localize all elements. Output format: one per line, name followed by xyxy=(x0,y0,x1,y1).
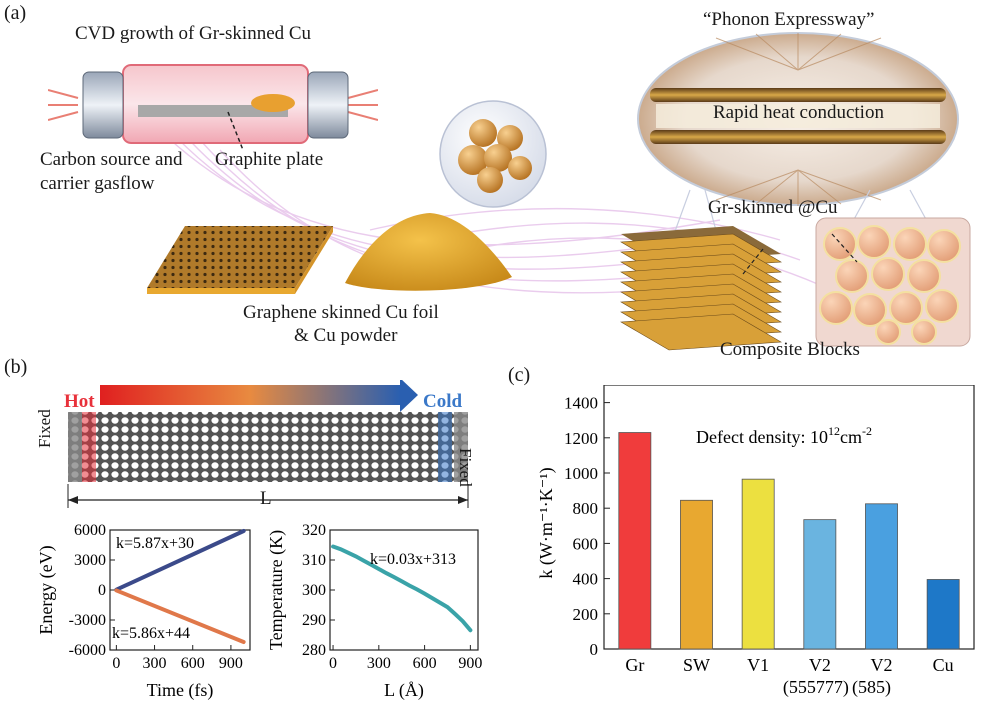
xtick-label: 0 xyxy=(112,655,120,672)
category-label: Cu xyxy=(933,655,954,675)
xtick-label: 0 xyxy=(329,655,337,672)
xtick-label: 600 xyxy=(181,655,205,672)
temp-ylabel: Temperature (K) xyxy=(266,530,287,650)
length-label: L xyxy=(260,488,272,509)
ytick-label: -6000 xyxy=(69,642,106,659)
temp-xlabel: L (Å) xyxy=(384,680,424,701)
bar-0 xyxy=(618,432,652,650)
energy-annotation-top: k=5.87x+30 xyxy=(116,535,194,552)
temperature-length-chart: 0 300 600 900 320 310 300 290 280 k=0.03x+313 L … xyxy=(266,522,482,701)
category-label: V2 xyxy=(809,655,831,675)
phonon-expressway-label: “Phonon Expressway” xyxy=(703,9,875,30)
bar-1 xyxy=(680,499,713,650)
cu-spheres-bubble xyxy=(439,100,547,208)
layered-composite-illustration xyxy=(620,226,782,351)
cvd-title: CVD growth of Gr-skinned Cu xyxy=(75,23,312,44)
porous-composite-illustration xyxy=(815,217,971,347)
bar-ylabel: k (W·m⁻¹·K⁻¹) xyxy=(536,467,557,578)
panel-b-letter: (b) xyxy=(4,356,28,378)
xtick-label: 300 xyxy=(143,655,167,672)
cu-powder-illustration xyxy=(345,213,512,291)
xtick-label: 900 xyxy=(219,655,243,672)
composite-blocks-label: Composite Blocks xyxy=(720,339,860,360)
category-sublabel: (555777) xyxy=(783,677,849,698)
fixed-left-label: Fixed xyxy=(35,409,54,448)
energy-time-chart: 0 300 600 900 6000 3000 0 -3000 -6000 k=5.87x+30… xyxy=(36,522,251,701)
xtick-label: 900 xyxy=(458,655,482,672)
ytick-label: 300 xyxy=(302,582,326,599)
phonon-expressway-illustration xyxy=(637,32,959,206)
foil-powder-line2: & Cu powder xyxy=(294,325,398,346)
cvd-tube-illustration xyxy=(48,64,378,151)
series-line-cold xyxy=(114,588,246,644)
ytick-label: 280 xyxy=(302,642,326,659)
graphene-ribbon-schematic xyxy=(67,380,469,508)
ytick-label: 320 xyxy=(302,522,326,539)
ytick-label: 6000 xyxy=(74,522,106,539)
energy-ylabel: Energy (eV) xyxy=(36,545,57,634)
carbon-source-line2: carrier gasflow xyxy=(40,173,155,194)
ytick-label: 1400 xyxy=(564,394,598,413)
ytick-label: 800 xyxy=(573,499,599,518)
gr-skinned-cu-label: Gr-skinned @Cu xyxy=(708,197,838,218)
ytick-label: 3000 xyxy=(74,552,106,569)
hot-label: Hot xyxy=(64,391,95,412)
energy-xlabel: Time (fs) xyxy=(147,680,214,701)
ytick-label: 1200 xyxy=(564,429,598,448)
ytick-label: 0 xyxy=(590,640,599,659)
carbon-source-line1: Carbon source and xyxy=(40,149,183,170)
bar-5 xyxy=(926,579,960,650)
ytick-label: 1000 xyxy=(564,464,598,483)
bar-4 xyxy=(865,503,898,650)
thermal-conductivity-bar-chart: 0 200 400 600 800 1000 1200 1400 Gr SW V1 V2 V2 Cu (55… xyxy=(536,385,975,698)
defect-density-annotation: Defect density: 1012cm-2 xyxy=(696,424,872,447)
ytick-label: 290 xyxy=(302,612,326,629)
xtick-label: 600 xyxy=(413,655,437,672)
ytick-label: 310 xyxy=(302,552,326,569)
category-sublabel: (585) xyxy=(852,677,891,698)
ytick-label: 0 xyxy=(98,582,106,599)
ytick-label: -3000 xyxy=(69,612,106,629)
rapid-heat-label: Rapid heat conduction xyxy=(713,102,884,123)
bar-plot-frame xyxy=(603,385,975,650)
ytick-label: 200 xyxy=(573,605,599,624)
bar-2 xyxy=(741,478,775,650)
category-label: V1 xyxy=(747,655,769,675)
category-label: V2 xyxy=(871,655,893,675)
fixed-right-label: Fixed xyxy=(456,448,475,487)
graphene-foil-illustration xyxy=(147,226,333,294)
panel-a-letter: (a) xyxy=(4,2,27,24)
series-line-hot xyxy=(114,529,246,592)
category-label: Gr xyxy=(625,655,644,675)
category-label: SW xyxy=(683,655,710,675)
bar-3 xyxy=(803,519,837,650)
series-line-profile xyxy=(331,544,473,633)
ytick-label: 600 xyxy=(573,534,599,553)
foil-powder-line1: Graphene skinned Cu foil xyxy=(243,302,439,323)
graphite-plate-label: Graphite plate xyxy=(215,149,324,170)
energy-annotation-bottom: k=5.86x+44 xyxy=(112,625,190,642)
temp-plot-frame xyxy=(329,529,479,651)
xtick-label: 300 xyxy=(367,655,391,672)
ytick-label: 400 xyxy=(573,570,599,589)
panel-c-letter: (c) xyxy=(508,364,531,386)
cold-label: Cold xyxy=(423,391,463,412)
temp-annotation: k=0.03x+313 xyxy=(370,551,456,568)
